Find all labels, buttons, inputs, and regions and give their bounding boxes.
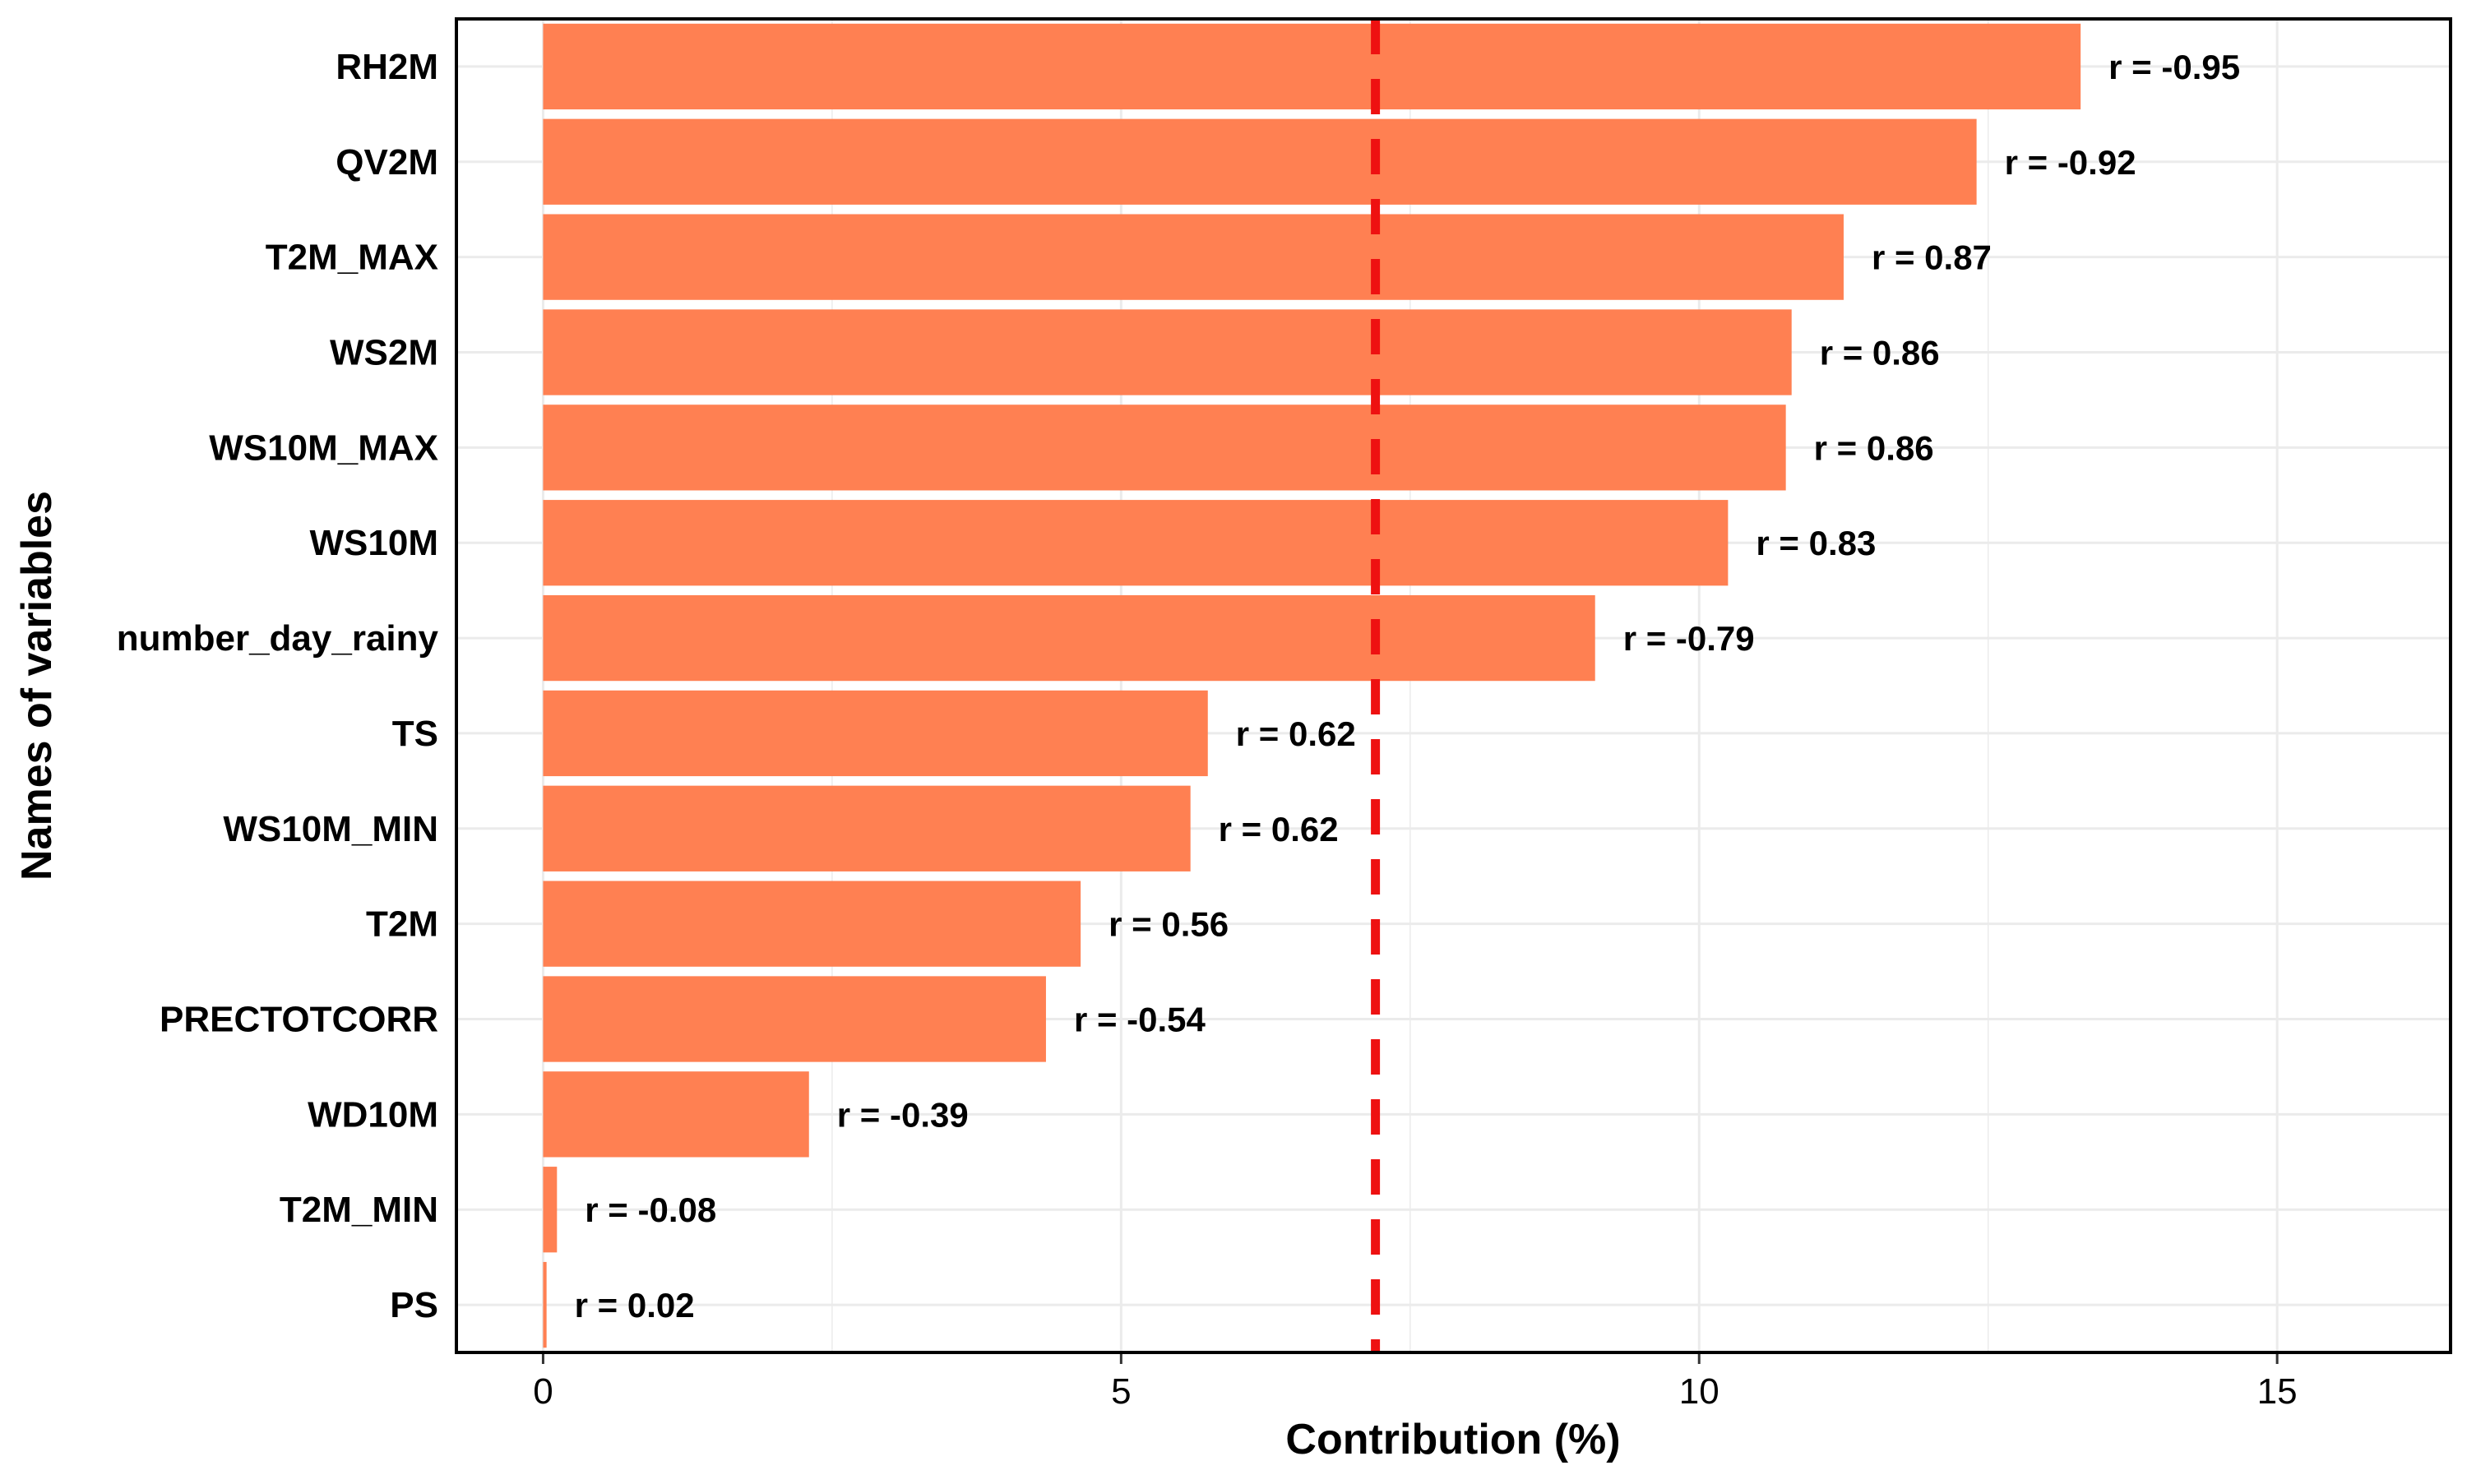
data-label: r = 0.83 <box>1756 524 1876 562</box>
y-category-label: WS2M <box>330 333 438 373</box>
bar <box>543 500 1729 586</box>
data-label: r = 0.02 <box>575 1286 695 1325</box>
data-labels: r = -0.95 r = -0.92 r = 0.87 r = 0.86 r = 0.… <box>575 48 2240 1325</box>
bar <box>543 1167 558 1253</box>
y-category-label: WS10M_MAX <box>209 428 438 468</box>
bar <box>543 23 2081 110</box>
x-tick-label: 10 <box>1679 1371 1719 1412</box>
bar <box>543 1071 809 1158</box>
bar <box>543 785 1191 871</box>
data-label: r = 0.56 <box>1109 905 1229 944</box>
y-category-label: T2M_MIN <box>280 1190 438 1230</box>
data-label: r = -0.95 <box>2108 48 2240 86</box>
data-label: r = 0.62 <box>1219 810 1339 848</box>
bar <box>543 118 1977 205</box>
data-label: r = -0.39 <box>837 1095 969 1134</box>
data-label: r = 0.86 <box>1814 428 1934 467</box>
bar <box>543 976 1046 1062</box>
x-axis-title: Contribution (%) <box>1285 1416 1620 1463</box>
y-category-label: WS10M <box>310 523 438 563</box>
data-label: r = -0.92 <box>2005 143 2136 182</box>
x-tick-label: 5 <box>1111 1371 1131 1412</box>
y-axis-title: Names of variables <box>13 491 61 881</box>
y-category-label: PRECTOTCORR <box>160 1000 438 1040</box>
y-category-label: WS10M_MIN <box>223 809 438 849</box>
data-label: r = -0.54 <box>1074 1001 1206 1039</box>
y-category-label: RH2M <box>336 47 438 87</box>
data-label: r = 0.62 <box>1236 714 1356 753</box>
bar <box>543 405 1786 491</box>
y-category-label: T2M_MAX <box>266 238 438 278</box>
bar <box>543 1261 547 1348</box>
bar <box>543 309 1792 395</box>
x-tick-label: 15 <box>2257 1371 2298 1412</box>
data-label: r = -0.08 <box>585 1190 716 1229</box>
y-category-label: PS <box>390 1285 438 1325</box>
plot-border <box>455 17 2452 1354</box>
y-category-label: TS <box>392 714 438 754</box>
bar <box>543 881 1081 967</box>
x-tick-label: 0 <box>533 1371 553 1412</box>
y-category-label: T2M <box>366 904 438 945</box>
data-label: r = -0.79 <box>1623 619 1755 658</box>
y-axis-category-labels: RH2M QV2M T2M_MAX WS2M WS10M_MAX WS10M number_… <box>117 47 439 1325</box>
y-category-label: WD10M <box>308 1094 438 1135</box>
bars <box>543 23 2081 1348</box>
bar <box>543 594 1595 682</box>
data-label: r = 0.86 <box>1820 334 1940 372</box>
y-category-label: QV2M <box>336 142 438 183</box>
x-axis-ticks: 0 5 10 15 <box>533 1352 2298 1412</box>
bar <box>543 214 1844 300</box>
y-category-label: number_day_rainy <box>117 618 439 659</box>
bar <box>543 690 1208 777</box>
data-label: r = 0.87 <box>1872 238 1992 277</box>
